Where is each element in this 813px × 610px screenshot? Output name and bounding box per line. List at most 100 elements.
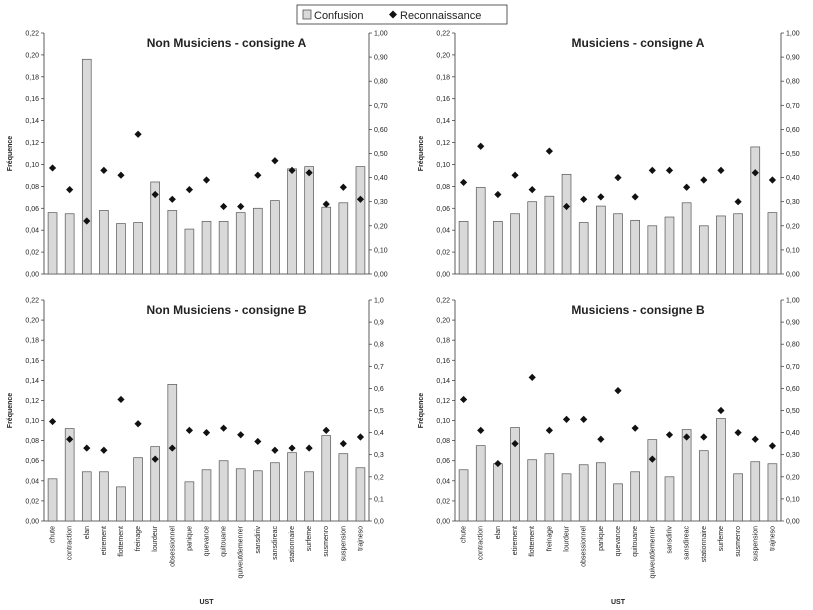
point-marker [751,169,759,177]
y2-tick-label: 0,60 [786,386,800,393]
y-tick-label: 0,00 [436,519,450,526]
bar [321,206,332,275]
point-marker [185,186,193,194]
bar [167,210,178,275]
x-tick-label: quevance [204,526,211,556]
bar [698,225,709,275]
y-tick-label: 0,20 [25,52,39,59]
y2-tick-label: 0,10 [786,496,800,503]
x-tick-label: surfeme [718,526,725,551]
point-marker [648,455,656,463]
y-tick-label: 0,10 [25,418,39,425]
point-marker [48,417,57,426]
x-tick-label: trajneso [357,526,364,551]
bar [304,166,314,275]
point-marker [100,166,108,174]
chart-panel: 0,00 0,02 0,04 0,06 0,08 0,10 0,12 0,14 0,16 0,18… [418,298,800,607]
y-tick-label: 0,08 [25,438,39,445]
y-tick-label: 0,18 [436,338,450,345]
x-tick-label: panique [186,526,193,551]
y2-tick-label: 0,30 [786,199,800,206]
bar [235,468,246,522]
point-marker [185,426,193,434]
x-tick-label: lourdeur [152,525,159,551]
y-axis-title: Fréquence [418,393,425,429]
y-tick-label: 0,14 [25,378,39,385]
y-tick-label: 0,12 [25,140,39,147]
bar [287,452,297,522]
y2-tick-label: 0,70 [786,103,800,110]
y2-tick-label: 0,00 [374,272,388,279]
y-tick-label: 0,20 [436,318,450,325]
point-marker [271,157,279,165]
bar [613,213,623,275]
y-tick-label: 0,14 [25,118,39,125]
bar [716,215,726,275]
x-tick-label: susmenro [323,526,330,557]
y2-tick-label: 0,50 [374,151,388,158]
y2-tick-label: 0,1 [374,496,384,503]
y2-tick-label: 0,8 [374,342,384,349]
legend: Confusion Reconnaissance [296,4,508,25]
x-tick-label: quevance [615,526,622,556]
bar [184,228,195,275]
point-marker [545,426,553,434]
x-tick-label: panique [598,526,605,551]
bar [167,384,178,522]
bar [47,478,58,522]
point-marker [477,426,485,434]
y-tick-label: 0,20 [436,52,450,59]
point-marker [751,435,759,443]
bar [201,469,212,522]
y2-tick-label: 1,00 [786,298,800,305]
point-marker [100,446,108,454]
bar [733,213,743,275]
y2-tick-label: 0,20 [786,223,800,230]
y2-tick-label: 0,30 [786,452,800,459]
y2-tick-label: 0,4 [374,430,384,437]
point-marker [494,190,502,199]
x-tick-label: stationnaire [701,526,708,562]
point-marker [580,415,588,423]
point-marker [665,431,674,439]
y2-tick-label: 1,00 [786,31,800,38]
bar [355,467,366,522]
bar [527,459,538,522]
y2-tick-label: 0,40 [786,430,800,437]
y-tick-label: 0,12 [436,140,450,147]
chart-title: Musiciens - consigne A [572,36,705,50]
y-tick-label: 0,16 [25,96,39,103]
bar [561,473,572,522]
bar [201,221,212,275]
point-marker [459,395,468,404]
x-tick-label: quitouane [221,526,228,557]
point-marker [734,429,742,437]
point-marker [528,373,536,381]
x-axis-title: UST [200,599,215,606]
y-tick-label: 0,06 [25,458,39,465]
y-tick-label: 0,00 [25,519,39,526]
y-tick-label: 0,04 [436,478,450,485]
x-tick-label: sansdiriv [666,526,673,554]
x-tick-label: stationnaire [289,526,296,562]
bar [681,202,692,275]
point-marker [683,433,691,441]
point-marker [339,440,347,448]
bar [64,213,75,275]
point-marker [237,431,245,439]
bar [81,58,92,275]
point-marker [322,200,330,208]
y2-tick-label: 1,0 [374,298,384,305]
legend-point-marker [389,10,397,19]
point-marker [151,190,159,199]
point-marker [134,130,142,138]
y2-tick-label: 0,40 [374,175,388,182]
point-marker [254,171,262,179]
point-marker [545,147,553,155]
y-tick-label: 0,02 [25,498,39,505]
y-tick-label: 0,18 [25,338,39,345]
y-axis-title: Fréquence [7,136,14,172]
y-tick-label: 0,18 [436,74,450,81]
bar [116,486,126,522]
